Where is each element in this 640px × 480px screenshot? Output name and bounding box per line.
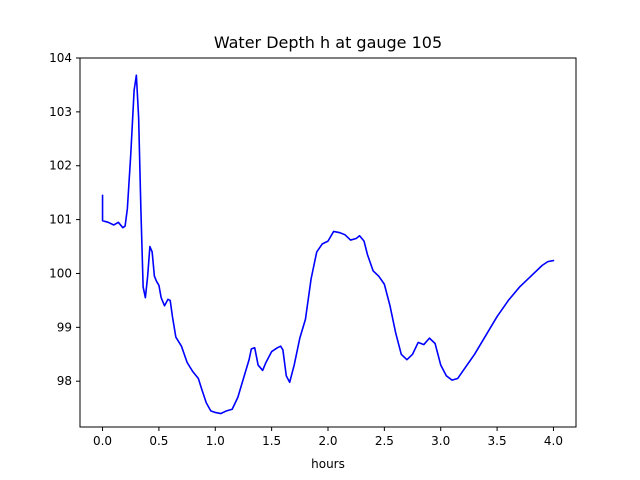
- x-tick-label: 3.0: [431, 434, 450, 448]
- x-tick-label: 2.5: [375, 434, 394, 448]
- y-tick-label: 100: [49, 266, 72, 280]
- series-line-0: [101, 74, 555, 415]
- x-tick-label: 0.5: [149, 434, 168, 448]
- plot-area: [79, 57, 577, 428]
- x-tick-label: 3.5: [488, 434, 507, 448]
- y-tick-label: 103: [49, 105, 72, 119]
- plot-frame: [79, 57, 577, 428]
- chart-title: Water Depth h at gauge 105: [214, 33, 442, 52]
- x-tick-label: 1.5: [262, 434, 281, 448]
- x-tick-label: 2.0: [318, 434, 337, 448]
- y-tick-label: 104: [49, 51, 72, 65]
- y-tick-label: 101: [49, 213, 72, 227]
- x-tick-label: 1.0: [206, 434, 225, 448]
- x-axis-label: hours: [311, 457, 345, 471]
- y-tick-label: 102: [49, 159, 72, 173]
- y-tick-label: 99: [57, 320, 72, 334]
- x-tick-label: 4.0: [544, 434, 563, 448]
- y-axis-ticks: 98 99 100 101 102 103 104: [49, 51, 80, 388]
- x-axis-ticks: 0.0 0.5 1.0 1.5 2.0 2.5 3.0 3.5 4.0: [93, 427, 563, 448]
- y-tick-label: 98: [57, 374, 72, 388]
- x-tick-label: 0.0: [93, 434, 112, 448]
